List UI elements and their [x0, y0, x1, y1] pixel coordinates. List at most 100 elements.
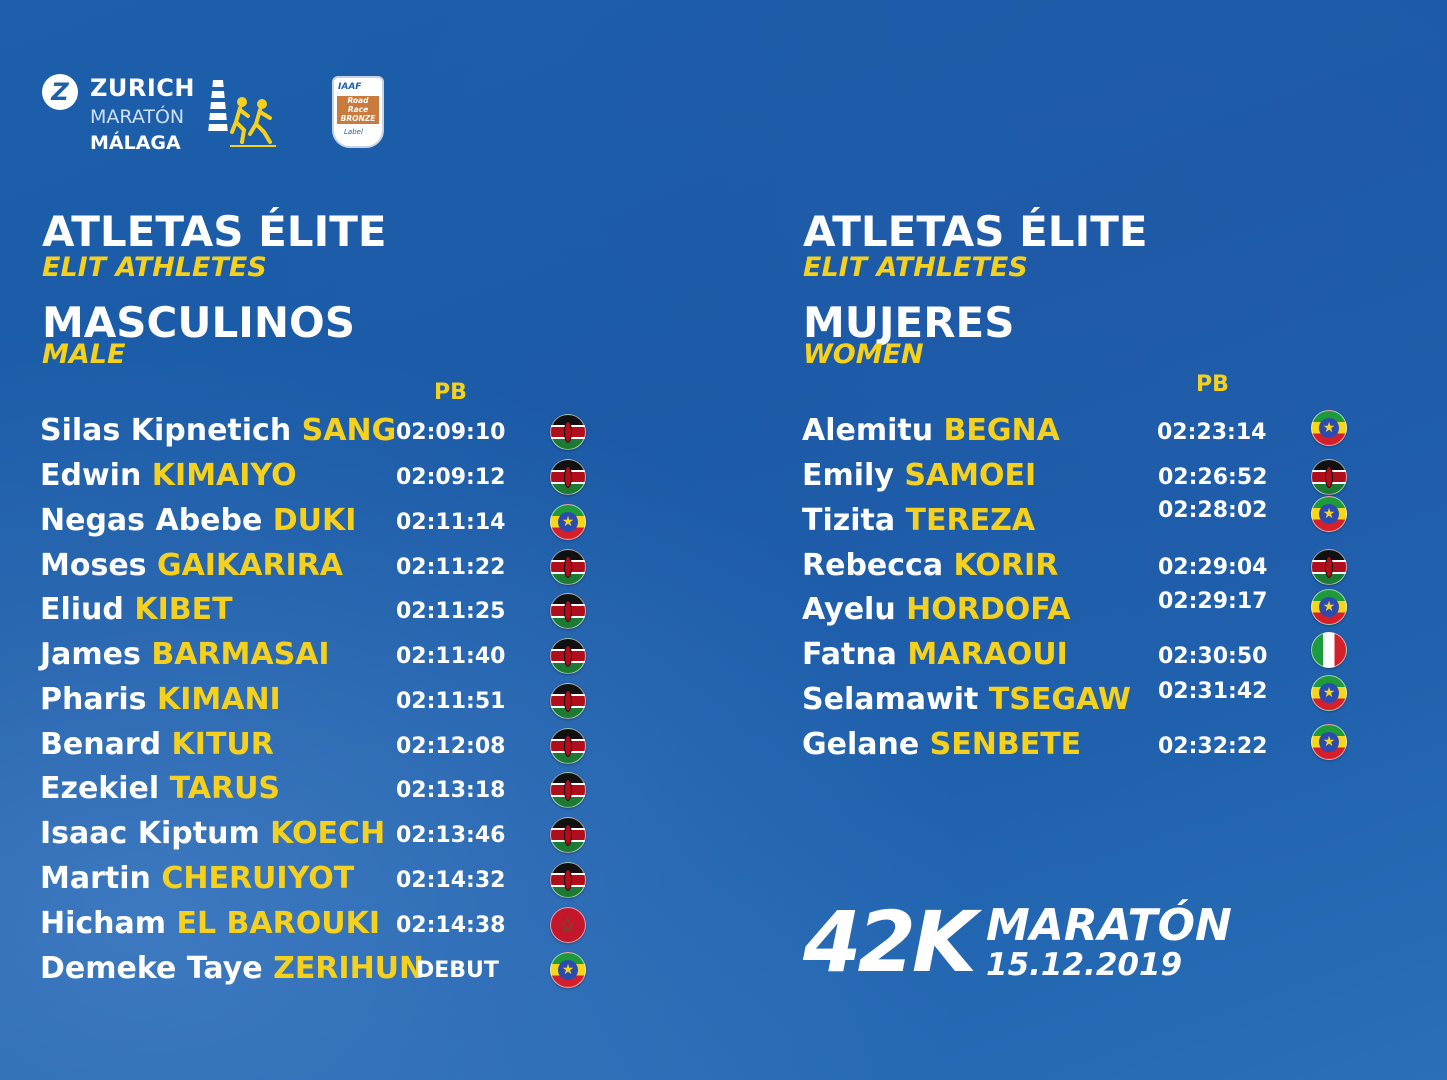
athlete-name: Alemitu BEGNA — [802, 416, 1060, 446]
first-name: Eliud — [40, 592, 135, 627]
personal-best: 02:13:18 — [396, 778, 506, 803]
first-name: Ayelu — [802, 592, 907, 627]
logo-malaga: MÁLAGA — [90, 132, 181, 154]
athlete-name: James BARMASAI — [40, 640, 330, 670]
ethiopia-flag-icon — [550, 504, 586, 540]
kenya-flag-icon — [550, 414, 586, 450]
surname: EL BAROUKI — [176, 906, 380, 941]
athlete-name: Ayelu HORDOFA — [802, 595, 1071, 625]
surname: KIMANI — [156, 682, 281, 717]
personal-best: 02:12:08 — [396, 734, 506, 759]
personal-best: 02:09:10 — [396, 420, 506, 445]
personal-best: 02:09:12 — [396, 465, 506, 490]
personal-best: 02:26:52 — [1158, 465, 1268, 490]
surname: HORDOFA — [906, 592, 1071, 627]
surname: DUKI — [272, 503, 357, 538]
right-pb-header: PB — [1196, 372, 1229, 397]
first-name: Demeke Taye — [40, 951, 274, 986]
personal-best: 02:23:14 — [1157, 420, 1267, 445]
personal-best: 02:11:14 — [396, 510, 506, 535]
iaaf-bronze-label-badge: IAAF Road Race BRONZE Label — [332, 76, 384, 148]
zurich-wordmark: ZURICH — [90, 74, 195, 102]
athlete-name: Emily SAMOEI — [802, 461, 1036, 491]
first-name: Selamawit — [802, 682, 989, 717]
surname: KOECH — [270, 816, 386, 851]
athlete-name: Martin CHERUIYOT — [40, 864, 354, 894]
race-date: 15.12.2019 — [986, 947, 1183, 983]
athlete-name: Hicham EL BAROUKI — [40, 909, 380, 939]
athlete-name: Ezekiel TARUS — [40, 774, 280, 804]
race-distance: 42K — [803, 893, 977, 991]
personal-best: 02:13:46 — [396, 823, 506, 848]
kenya-flag-icon — [550, 593, 586, 629]
athlete-name: Silas Kipnetich SANG — [40, 416, 396, 446]
surname: KITUR — [171, 727, 274, 762]
athlete-name: Edwin KIMAIYO — [40, 461, 297, 491]
first-name: Tizita — [802, 503, 906, 538]
ethiopia-flag-icon — [1311, 410, 1347, 446]
right-category-en: WOMEN — [803, 339, 924, 370]
athlete-name: Negas Abebe DUKI — [40, 506, 356, 536]
kenya-flag-icon — [550, 862, 586, 898]
iaaf-text: IAAF — [338, 82, 362, 92]
first-name: Emily — [802, 458, 905, 493]
first-name: Gelane — [802, 727, 930, 762]
personal-best: 02:29:04 — [1158, 555, 1268, 580]
athlete-name: Moses GAIKARIRA — [40, 551, 343, 581]
lighthouse-icon — [208, 80, 228, 134]
first-name: Hicham — [40, 906, 177, 941]
athlete-name: Eliud KIBET — [40, 595, 233, 625]
first-name: Alemitu — [802, 413, 944, 448]
race-name: MARATÓN — [986, 900, 1232, 951]
personal-best: 02:14:32 — [396, 868, 506, 893]
ethiopia-flag-icon — [1311, 589, 1347, 625]
ethiopia-flag-icon — [1311, 496, 1347, 532]
surname: BEGNA — [943, 413, 1060, 448]
athlete-name: Gelane SENBETE — [802, 730, 1081, 760]
iaaf-bronze-text: Road Race BRONZE — [337, 96, 379, 124]
surname: ZERIHUN — [273, 951, 425, 986]
surname: KIBET — [134, 592, 233, 627]
ethiopia-flag-icon — [1311, 724, 1347, 760]
runners-icon — [230, 97, 276, 147]
personal-best: 02:28:02 — [1158, 498, 1268, 523]
personal-best: 02:32:22 — [1158, 734, 1268, 759]
left-pb-header: PB — [434, 380, 467, 405]
personal-best: 02:29:17 — [1158, 589, 1268, 614]
first-name: Silas Kipnetich — [40, 413, 302, 448]
first-name: Ezekiel — [40, 771, 170, 806]
surname: SANG — [301, 413, 397, 448]
athlete-name: Demeke Taye ZERIHUN — [40, 954, 424, 984]
kenya-flag-icon — [550, 549, 586, 585]
surname: TEREZA — [905, 503, 1036, 538]
athlete-name: Fatna MARAOUI — [802, 640, 1068, 670]
athlete-name: Rebecca KORIR — [802, 551, 1058, 581]
first-name: Isaac Kiptum — [40, 816, 271, 851]
kenya-flag-icon — [1311, 549, 1347, 585]
personal-best: 02:30:50 — [1158, 644, 1268, 669]
kenya-flag-icon — [550, 817, 586, 853]
surname: SAMOEI — [904, 458, 1037, 493]
kenya-flag-icon — [550, 683, 586, 719]
first-name: James — [40, 637, 152, 672]
athlete-name: Tizita TEREZA — [802, 506, 1035, 536]
surname: CHERUIYOT — [161, 861, 355, 896]
first-name: Benard — [40, 727, 172, 762]
surname: MARAOUI — [907, 637, 1068, 672]
first-name: Fatna — [802, 637, 908, 672]
logo-maraton: MARATÓN — [90, 106, 185, 128]
left-title: ATLETAS ÉLITE — [42, 207, 387, 256]
surname: BARMASAI — [151, 637, 330, 672]
personal-best: DEBUT — [416, 958, 499, 983]
left-title-en: ELIT ATHLETES — [42, 252, 267, 283]
first-name: Rebecca — [802, 548, 954, 583]
first-name: Martin — [40, 861, 162, 896]
kenya-flag-icon — [550, 459, 586, 495]
ethiopia-flag-icon — [550, 952, 586, 988]
athlete-name: Benard KITUR — [40, 730, 274, 760]
personal-best: 02:31:42 — [1158, 679, 1268, 704]
surname: TARUS — [169, 771, 281, 806]
athlete-name: Selamawit TSEGAW — [802, 685, 1131, 715]
kenya-flag-icon — [1311, 459, 1347, 495]
ethiopia-flag-icon — [1311, 675, 1347, 711]
